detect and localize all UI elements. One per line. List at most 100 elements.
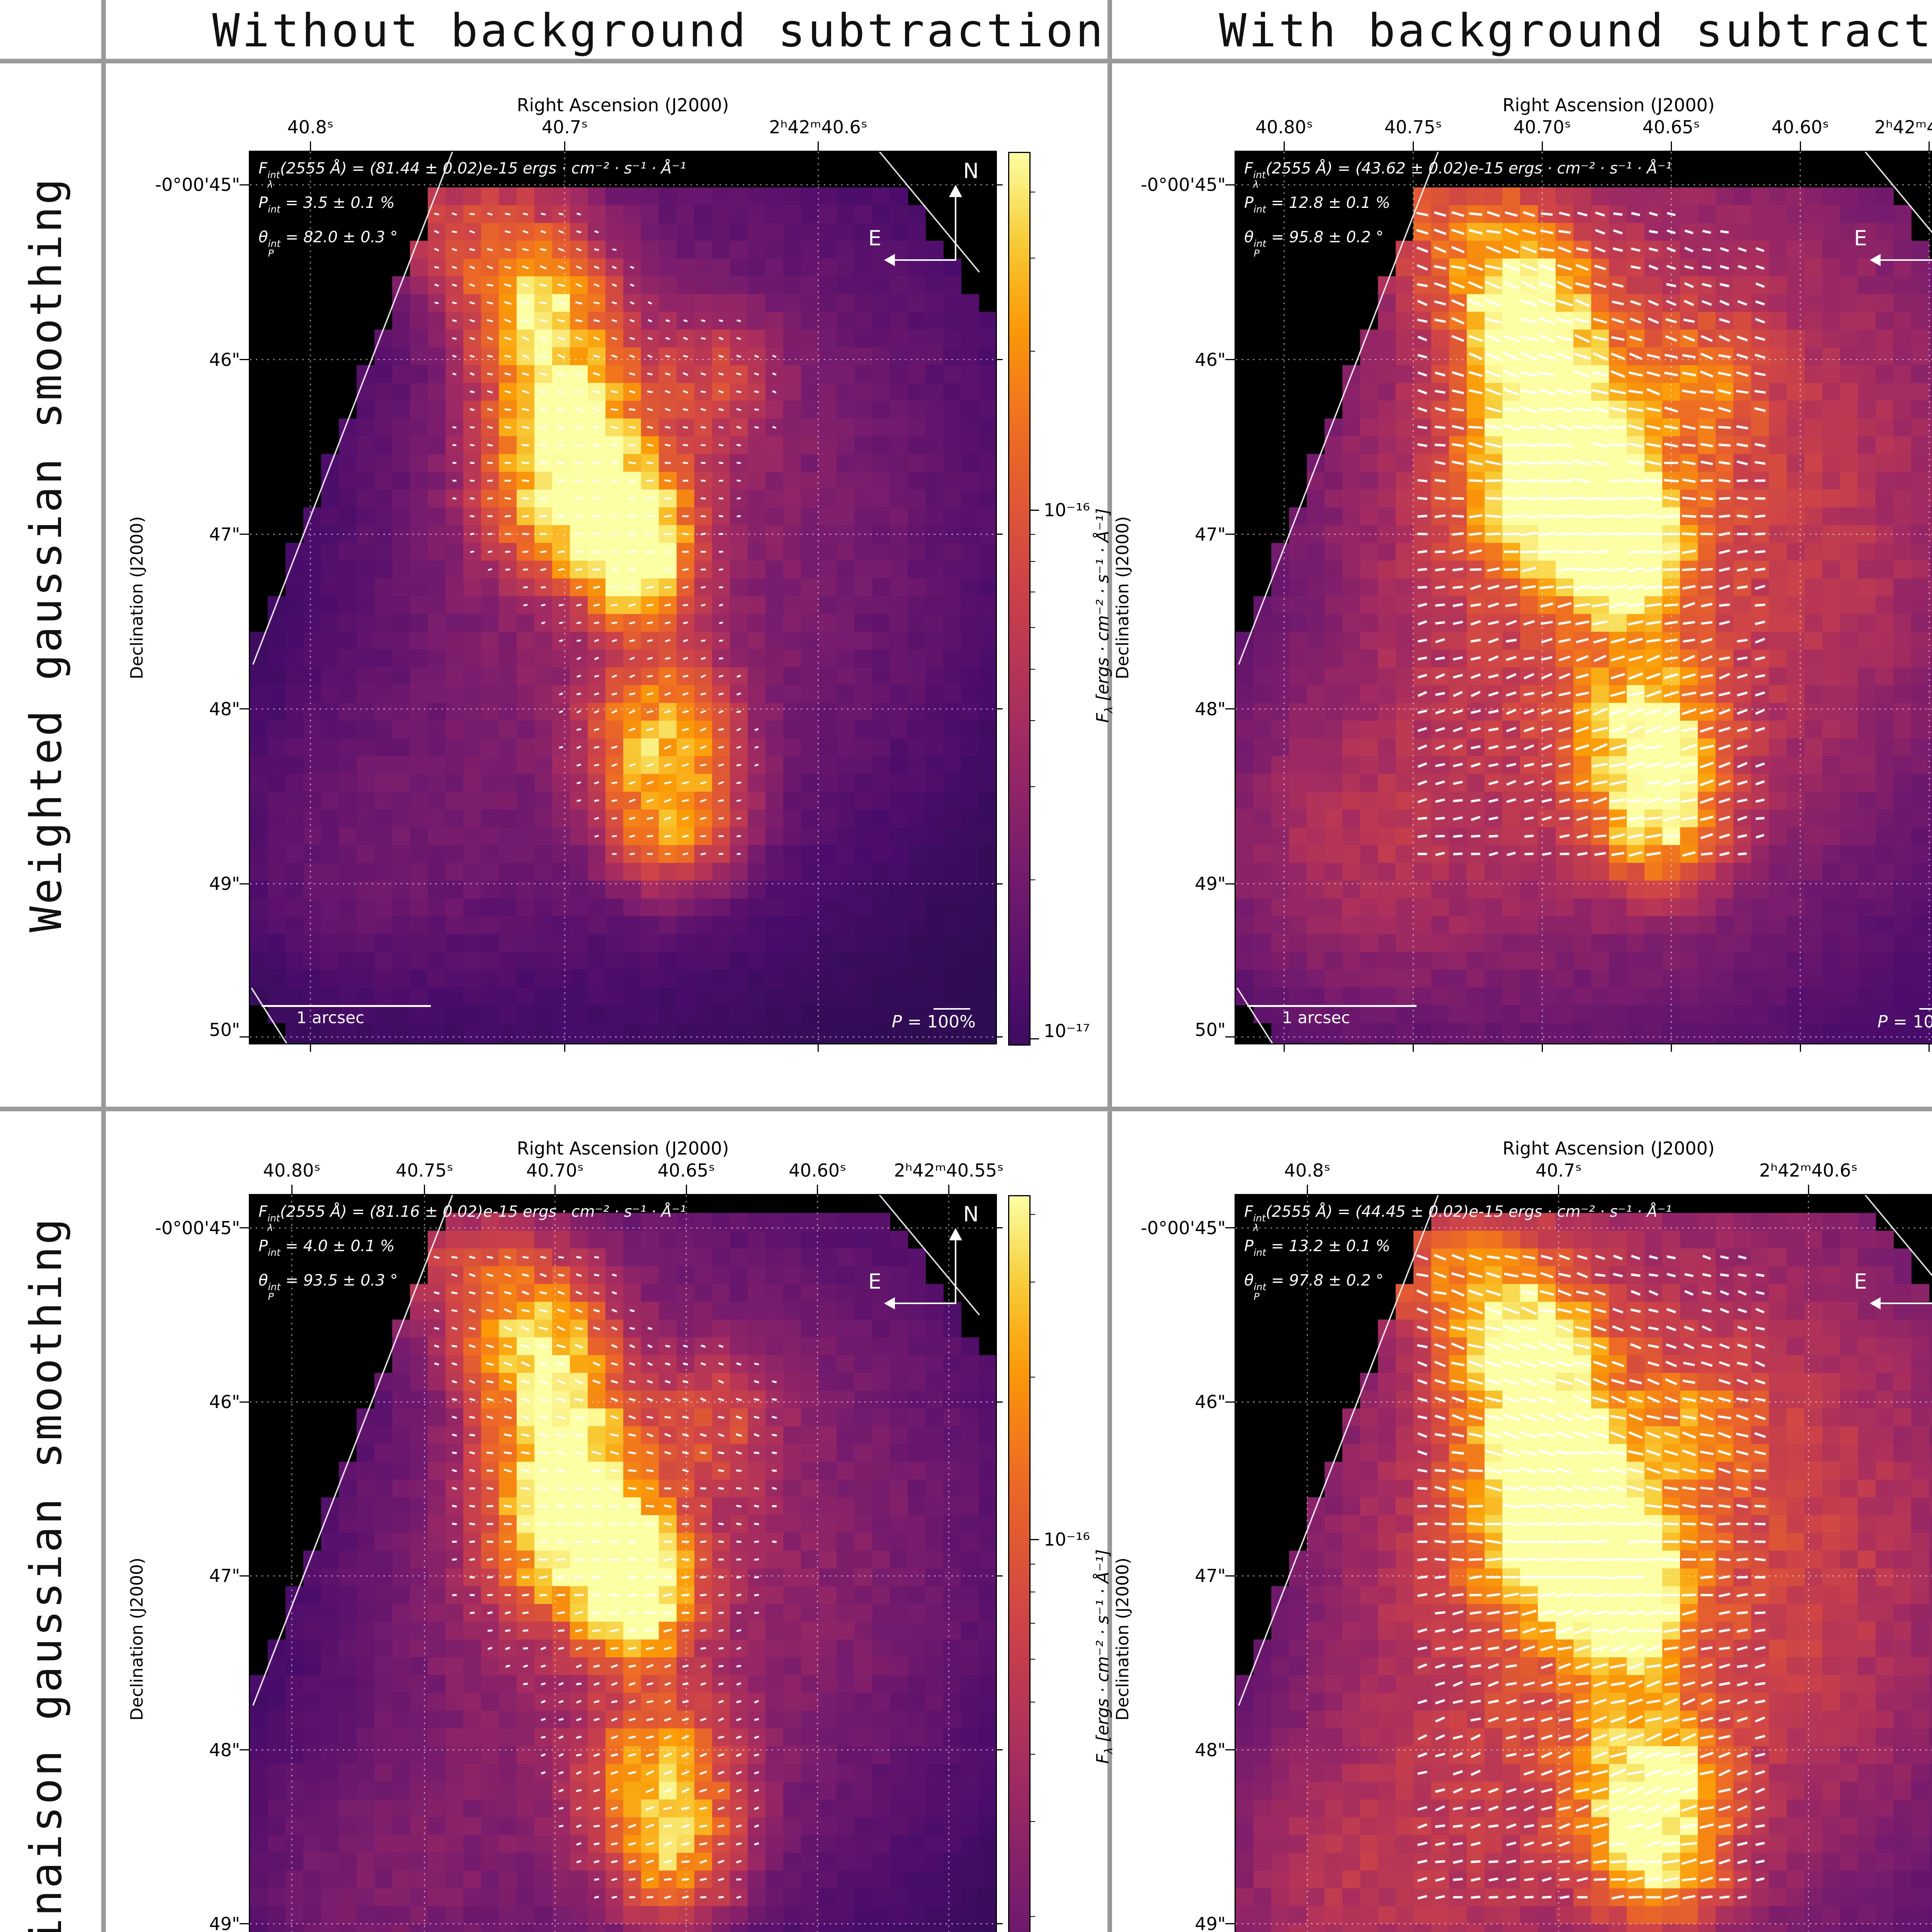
ra-tick-mark-top <box>1306 1185 1308 1195</box>
dec-tick-label: -0°00'45" <box>1141 174 1226 196</box>
ra-tick-label: 40.70ˢ <box>1513 117 1571 138</box>
colorbar-minor-tick <box>1031 1916 1035 1917</box>
ra-tick-mark-top <box>291 1185 293 1195</box>
scale-bar-label: 1 arcsec <box>1282 1008 1350 1027</box>
ra-tick-label: 2ʰ42ᵐ40.55ˢ <box>1874 117 1932 138</box>
dec-tick-mark-left <box>1225 1401 1236 1403</box>
scale-bar: 1 arcsec <box>1247 1005 1417 1029</box>
ra-axis-title: Right Ascension (J2000) <box>517 1138 729 1159</box>
ra-axis-title: Right Ascension (J2000) <box>517 95 729 116</box>
math-scripts: int P <box>268 238 281 259</box>
colorbar-minor-tick <box>1031 1659 1035 1660</box>
row-label-weighted: Weighted gaussian smoothing <box>21 177 71 932</box>
dec-tick-mark-right <box>996 1036 1003 1038</box>
colorbar-tick-label: 10⁻¹⁷ <box>1044 1020 1090 1041</box>
dec-tick-mark-left <box>1225 1575 1236 1577</box>
ra-tick-mark-top <box>818 141 819 152</box>
dec-tick-label: 47" <box>209 524 240 545</box>
dec-tick-label: 49" <box>209 1913 240 1932</box>
dec-tick-mark-left <box>1225 184 1236 185</box>
dec-tick-label: 46" <box>1195 349 1226 370</box>
ra-tick-label: 40.75ˢ <box>1384 117 1442 138</box>
dec-tick-mark-left <box>1225 1036 1236 1038</box>
colorbar-minor-tick <box>1031 1622 1035 1624</box>
colorbar-axis-label: Fλ [ergs · cm⁻² · s⁻¹ · Å⁻¹] <box>1093 508 1115 723</box>
colorbar-minor-tick <box>1031 627 1035 628</box>
ra-tick-label: 2ʰ42ᵐ40.6ˢ <box>769 117 867 138</box>
ra-tick-mark-top <box>1799 141 1801 152</box>
math-expression: (2555 Å) = (81.16 ± 0.02)e-15 ergs · cm⁻… <box>280 1203 686 1221</box>
arrow-left-icon <box>1864 254 1881 266</box>
colorbar-minor-tick <box>1031 879 1035 880</box>
math-symbol: P <box>259 194 268 212</box>
dec-tick-mark-right <box>996 1923 1003 1925</box>
math-symbol: F <box>1244 160 1253 177</box>
compass-north-label: N <box>963 159 979 183</box>
dec-tick-label: 48" <box>209 1739 240 1760</box>
dec-tick-label: 47" <box>209 1565 240 1587</box>
flux-map-canvas <box>1236 1195 1932 1932</box>
compass-east-arrow <box>884 1297 956 1310</box>
math-expression: = 97.8 ± 0.2 ° <box>1266 1272 1384 1289</box>
ra-tick-mark-bottom <box>1283 1043 1285 1052</box>
ra-tick-mark-top <box>685 1185 687 1195</box>
colorbar-minor-tick <box>1031 720 1035 721</box>
ra-tick-mark-top <box>1412 141 1414 152</box>
ra-tick-mark-bottom <box>310 1043 311 1052</box>
dec-tick-label: 49" <box>209 873 240 895</box>
dec-tick-label: 46" <box>1195 1391 1226 1413</box>
compass: N E <box>1842 1195 1932 1388</box>
colorbar-minor-tick <box>1031 1564 1035 1565</box>
math-symbol: F <box>259 160 268 177</box>
math-expression: = 82.0 ± 0.3 ° <box>281 228 398 246</box>
row-label-combination: Combinaison gaussian smoothing <box>21 1216 71 1932</box>
compass-east-arrow <box>1870 1297 1932 1310</box>
ra-tick-mark-top <box>424 1185 425 1195</box>
dec-tick-mark-left <box>240 534 250 535</box>
dec-tick-mark-left <box>240 708 250 710</box>
ra-tick-label: 2ʰ42ᵐ40.6ˢ <box>1759 1160 1858 1181</box>
arrow-up-icon <box>949 1221 962 1240</box>
flux-map-canvas <box>250 1195 996 1932</box>
math-symbol: θ <box>259 228 268 246</box>
dec-tick-mark-right <box>996 708 1003 710</box>
polarization-reference-value: = 100% <box>907 1012 976 1032</box>
math-symbol: θ <box>1244 228 1254 246</box>
arrow-left-icon <box>1864 1297 1881 1310</box>
polarization-reference: P = 100% <box>892 1008 976 1032</box>
ra-tick-label: 2ʰ42ᵐ40.55ˢ <box>894 1160 1004 1181</box>
ra-tick-mark-top <box>1929 141 1930 152</box>
colorbar-minor-tick <box>1031 786 1035 787</box>
dec-axis-title: Declination (J2000) <box>1113 516 1133 679</box>
ra-tick-label: 40.7ˢ <box>541 117 588 138</box>
dec-tick-mark-left <box>1225 1923 1236 1925</box>
column-title-without-bg: Without background subtraction <box>212 4 1105 57</box>
dec-tick-mark-left <box>1225 883 1236 884</box>
ra-axis-title: Right Ascension (J2000) <box>1502 95 1715 116</box>
compass-east-label: E <box>1854 1269 1867 1294</box>
polarization-reference-line <box>933 1008 970 1010</box>
dec-axis-title: Declination (J2000) <box>1113 1557 1133 1721</box>
math-scripts: int P <box>1253 1281 1267 1302</box>
ra-tick-mark-top <box>1558 1185 1560 1195</box>
dec-tick-label: -0°00'45" <box>155 174 240 196</box>
ra-tick-mark-top <box>1283 141 1285 152</box>
dec-tick-mark-left <box>1225 359 1236 361</box>
ra-tick-mark-bottom <box>1412 1043 1414 1052</box>
divider-vertical-center <box>1107 0 1112 1932</box>
dec-tick-label: 50" <box>209 1019 240 1041</box>
ra-tick-mark-bottom <box>564 1043 565 1052</box>
angle-annotation: θ int P = 95.8 ± 0.2 ° <box>1244 224 1672 258</box>
dec-axis-title: Declination (J2000) <box>127 1557 147 1721</box>
ra-tick-label: 40.8ˢ <box>1284 1160 1331 1181</box>
dec-tick-mark-right <box>996 1575 1003 1577</box>
ra-tick-label: 40.65ˢ <box>657 1160 715 1181</box>
math-symbol: θ <box>259 1272 268 1289</box>
